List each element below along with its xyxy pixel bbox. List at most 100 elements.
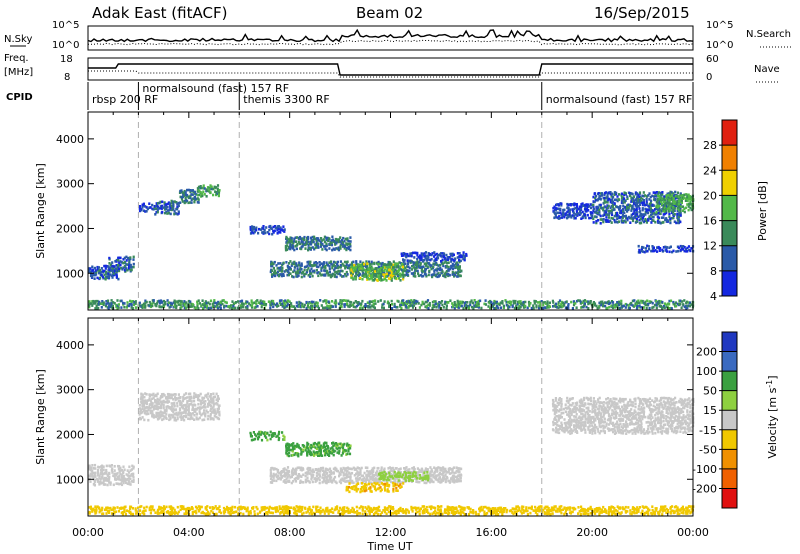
data-cell (415, 480, 418, 483)
data-cell (345, 488, 348, 492)
data-cell (105, 265, 109, 268)
data-cell (318, 469, 321, 473)
data-cell (325, 269, 329, 273)
data-cell (179, 396, 182, 399)
data-cell (145, 393, 148, 396)
data-cell (638, 195, 641, 199)
data-cell (524, 304, 527, 308)
data-cell (679, 207, 682, 210)
data-cell (401, 271, 404, 274)
data-cell (177, 393, 180, 396)
data-cell (297, 454, 300, 458)
data-cell (349, 475, 352, 479)
data-cell (641, 207, 644, 210)
data-cell (120, 473, 123, 476)
data-cell (666, 193, 670, 197)
data-cell (123, 256, 126, 260)
data-cell (339, 240, 342, 243)
data-cell (462, 257, 465, 261)
data-cell (429, 470, 432, 474)
data-cell (688, 202, 691, 206)
data-cell (161, 418, 164, 422)
data-cell (607, 209, 610, 213)
data-cell (263, 433, 267, 437)
data-cell (91, 464, 94, 467)
data-cell (113, 302, 116, 305)
data-cell (190, 395, 193, 399)
data-cell (311, 302, 314, 305)
data-cell (365, 260, 368, 263)
data-cell (343, 247, 346, 250)
data-cell (357, 303, 360, 307)
data-cell (415, 263, 418, 267)
data-cell (195, 416, 198, 419)
data-cell (89, 267, 92, 270)
data-cell (641, 250, 644, 253)
data-cell (132, 480, 135, 483)
data-cell (209, 394, 212, 398)
data-cell (437, 267, 440, 271)
data-cell (447, 265, 450, 269)
data-cell (323, 471, 326, 474)
data-cell (109, 305, 112, 309)
data-cell (375, 473, 378, 477)
data-cell (144, 306, 147, 309)
data-cell (101, 275, 105, 279)
data-cell (198, 398, 201, 402)
data-cell (270, 273, 274, 276)
data-cell (411, 467, 414, 470)
data-cell (669, 195, 672, 198)
data-cell (416, 480, 419, 484)
data-cell (212, 410, 215, 414)
data-cell (518, 304, 521, 308)
data-cell (578, 213, 581, 217)
data-cell (195, 395, 198, 398)
data-cell (286, 442, 289, 446)
data-cell (360, 486, 363, 489)
data-cell (204, 394, 207, 397)
data-cell (499, 306, 503, 309)
data-cell (567, 215, 570, 219)
data-cell (161, 210, 164, 214)
data-cell (438, 263, 441, 267)
data-cell (570, 300, 573, 304)
data-cell (674, 301, 677, 304)
data-cell (279, 273, 282, 276)
data-cell (114, 267, 117, 271)
data-cell (283, 479, 286, 482)
data-cell (437, 479, 440, 482)
data-cell (272, 479, 275, 482)
data-cell (269, 270, 272, 274)
data-cell (255, 226, 258, 230)
data-cell (308, 262, 312, 266)
data-cell (661, 191, 664, 194)
data-cell (335, 275, 338, 279)
data-cell (99, 271, 102, 274)
data-cell (313, 302, 316, 306)
data-cell (351, 272, 354, 275)
data-cell (642, 191, 645, 194)
data-cell (337, 240, 340, 244)
data-cell (158, 302, 161, 305)
data-cell (369, 274, 372, 278)
data-cell (209, 299, 213, 303)
data-cell (132, 265, 135, 269)
data-cell (425, 304, 428, 308)
data-cell (603, 191, 607, 195)
data-cell (190, 198, 193, 201)
data-cell (189, 194, 192, 198)
data-cell (633, 209, 636, 212)
data-cell (195, 412, 198, 416)
data-cell (599, 198, 602, 201)
data-cell (365, 483, 368, 486)
data-cell (656, 198, 659, 201)
data-cell (474, 305, 478, 308)
data-cell (334, 299, 337, 302)
data-cell (342, 450, 345, 454)
data-cell (686, 199, 689, 203)
data-cell (654, 208, 657, 211)
data-cell (379, 477, 382, 481)
data-cell (656, 250, 659, 253)
data-cell (341, 242, 345, 246)
data-cell (130, 306, 133, 309)
